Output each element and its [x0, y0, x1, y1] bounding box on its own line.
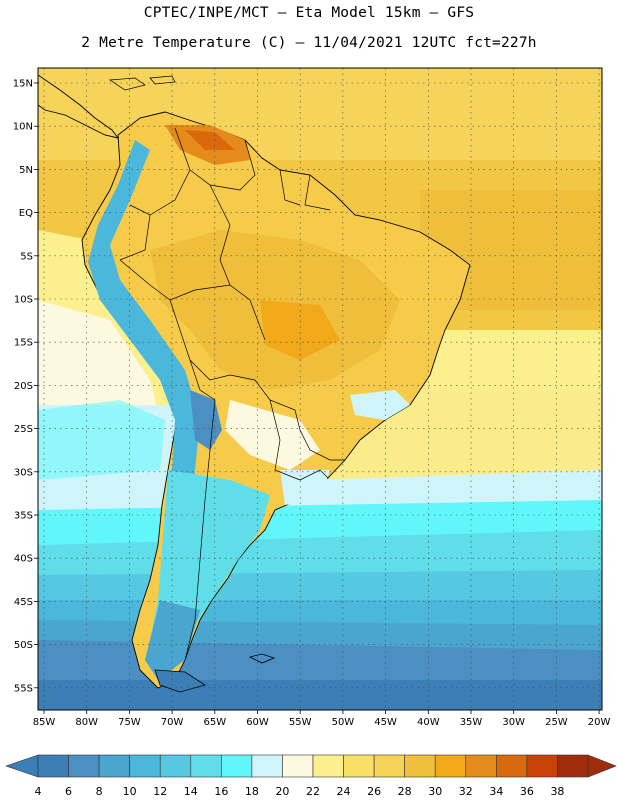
colorbar-label: 28	[398, 785, 412, 798]
colorbar-label: 14	[184, 785, 198, 798]
map-frame	[37, 67, 603, 711]
latitude-label: 25S	[14, 424, 33, 435]
latitude-label: 5N	[19, 165, 33, 176]
graticule	[38, 68, 602, 710]
temperature-colorbar: 4 6 8 10 12 14 16 18 20 22 24 26 28 30 32 34 36 38	[5, 754, 617, 798]
colorbar-label: 6	[65, 785, 72, 798]
longitude-label: 30W	[502, 717, 525, 728]
latitude-label: 15S	[14, 338, 33, 349]
colorbar-swatch	[465, 754, 497, 778]
colorbar-swatch	[312, 754, 344, 778]
latitude-label: 10N	[13, 122, 33, 133]
colorbar-label: 26	[367, 785, 381, 798]
latitude-label: 40S	[14, 554, 33, 565]
longitude-label: 35W	[460, 717, 483, 728]
latitude-axis: 15N 10N 5N EQ 5S 10S 15S 20S 25S 30S 35S 40S 45S 50S 5…	[13, 79, 38, 694]
longitude-label: 40W	[417, 717, 440, 728]
colorbar-label: 12	[153, 785, 167, 798]
colorbar-label: 16	[214, 785, 228, 798]
latitude-label: 15N	[13, 79, 33, 90]
longitude-label: 60W	[246, 717, 269, 728]
longitude-label: 50W	[332, 717, 355, 728]
longitude-label: 55W	[289, 717, 312, 728]
colorbar-lower-arrow	[5, 754, 39, 778]
colorbar-swatch	[68, 754, 100, 778]
longitude-label: 80W	[75, 717, 98, 728]
latitude-label: 20S	[14, 381, 33, 392]
latitude-label: 30S	[14, 467, 33, 478]
colorbar-label: 32	[459, 785, 473, 798]
colorbar-label: 18	[245, 785, 259, 798]
colorbar-swatch	[496, 754, 528, 778]
colorbar-swatch	[434, 754, 467, 778]
colorbar-swatch	[526, 754, 558, 778]
colorbar-swatch	[190, 754, 222, 778]
colorbar-label: 22	[306, 785, 320, 798]
latitude-label: 35S	[14, 511, 33, 522]
latitude-label: EQ	[19, 208, 33, 219]
colorbar-upper-arrow	[587, 754, 617, 778]
colorbar-swatch	[251, 754, 283, 778]
longitude-label: 85W	[33, 717, 56, 728]
colorbar-swatch	[404, 754, 436, 778]
longitude-label: 25W	[545, 717, 568, 728]
colorbar-swatch	[282, 754, 314, 778]
colorbar-swatch	[373, 754, 405, 778]
colorbar-label: 4	[35, 785, 42, 798]
map-title-line1: CPTEC/INPE/MCT – Eta Model 15km – GFS	[143, 5, 475, 21]
colorbar-label: 30	[428, 785, 442, 798]
colorbar-label: 8	[96, 785, 103, 798]
latitude-label: 10S	[14, 295, 33, 306]
latitude-label: 55S	[14, 683, 33, 694]
colorbar-swatch	[98, 754, 130, 778]
colorbar-swatch	[221, 754, 253, 778]
longitude-label: 70W	[161, 717, 184, 728]
longitude-label: 75W	[118, 717, 141, 728]
colorbar-label: 38	[550, 785, 564, 798]
colorbar-label: 36	[520, 785, 534, 798]
temperature-field	[38, 68, 602, 710]
latitude-label: 45S	[14, 597, 33, 608]
colorbar-label: 24	[337, 785, 351, 798]
country-borders	[119, 127, 345, 661]
colorbar-swatch	[557, 754, 589, 778]
colorbar-swatch	[37, 754, 69, 778]
colorbar-label: 10	[123, 785, 137, 798]
colorbar-swatch	[129, 754, 161, 778]
colorbar-label: 34	[489, 785, 503, 798]
longitude-label: 45W	[374, 717, 397, 728]
colorbar-swatch	[159, 754, 192, 778]
longitude-label: 65W	[203, 717, 226, 728]
longitude-label: 20W	[588, 717, 611, 728]
map-title-line2: 2 Metre Temperature (C) – 11/04/2021 12U…	[81, 35, 537, 51]
latitude-label: 50S	[14, 640, 33, 651]
longitude-axis: 85W 80W 75W 70W 65W 60W 55W 50W 45W 40W 35W 30W 25W 2…	[33, 710, 611, 728]
latitude-label: 5S	[20, 251, 33, 262]
colorbar-label: 20	[275, 785, 289, 798]
colorbar-swatch	[343, 754, 375, 778]
